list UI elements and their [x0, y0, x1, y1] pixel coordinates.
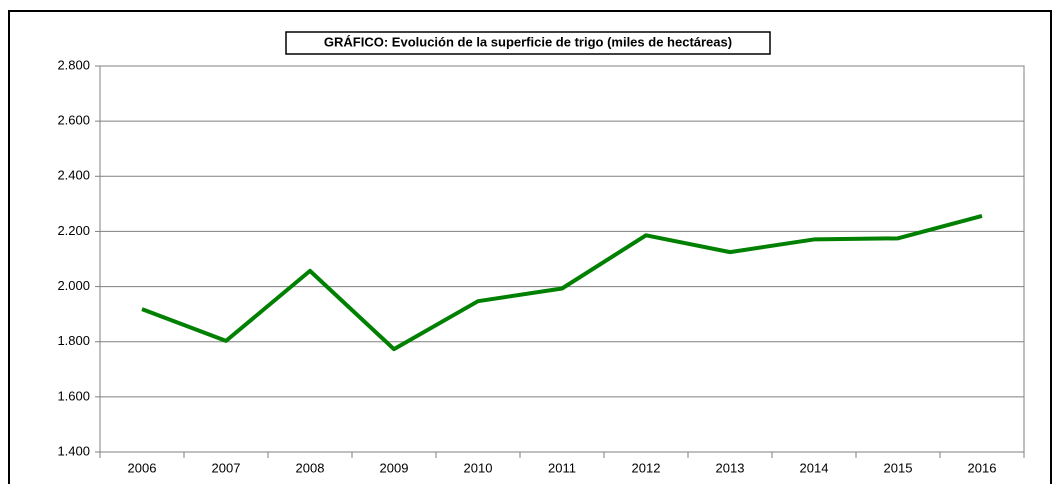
chart-title: GRÁFICO: Evolución de la superficie de t…	[324, 34, 732, 49]
line-series	[141, 214, 983, 352]
y-tick-label: 2.400	[57, 168, 90, 183]
y-tick-label: 2.600	[57, 113, 90, 128]
x-tick-label: 2013	[716, 460, 745, 475]
y-tick-label: 2.800	[57, 57, 90, 72]
y-tick-label: 2.000	[57, 278, 90, 293]
plot-area	[99, 65, 1025, 453]
x-tick-label: 2012	[632, 460, 661, 475]
x-tick-label: 2007	[212, 460, 241, 475]
y-tick-label: 1.800	[57, 333, 90, 348]
x-tick-label: 2009	[380, 460, 409, 475]
y-tick-label: 1.600	[57, 388, 90, 403]
y-tick-label: 1.400	[57, 443, 90, 458]
x-tick-label: 2008	[296, 460, 325, 475]
x-tick-label: 2015	[884, 460, 913, 475]
y-tick-label: 2.200	[57, 223, 90, 238]
x-tick-label: 2016	[968, 460, 997, 475]
title-box	[285, 31, 771, 55]
x-tick-label: 2014	[800, 460, 829, 475]
x-tick-label: 2006	[128, 460, 157, 475]
x-tick-label: 2011	[548, 460, 576, 475]
x-tick-label: 2010	[464, 460, 493, 475]
